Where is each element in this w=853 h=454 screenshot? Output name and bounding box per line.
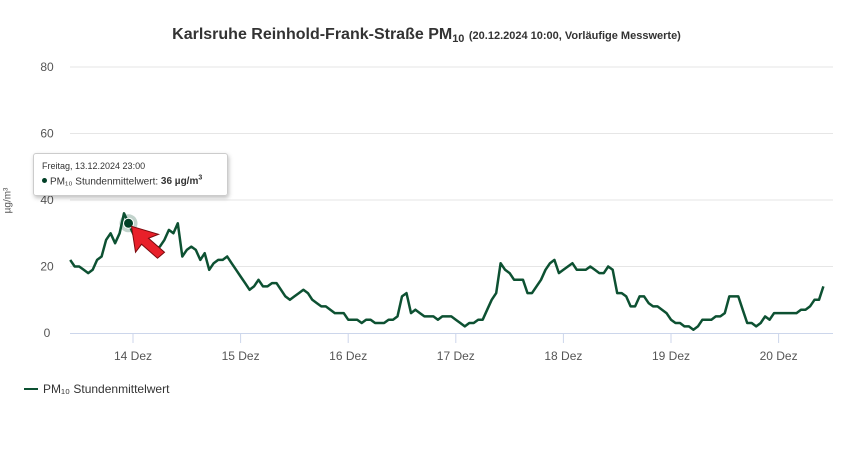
x-tick-label: 15 Dez bbox=[222, 349, 260, 363]
chart-title: Karlsruhe Reinhold-Frank-Straße PM10 (20… bbox=[172, 26, 681, 45]
x-tick-label: 19 Dez bbox=[652, 349, 690, 363]
tooltip-series-label: PM₁₀ Stundenmittelwert: bbox=[50, 176, 159, 188]
y-tick-label: 80 bbox=[40, 60, 54, 74]
legend-label: PM₁₀ Stundenmittelwert bbox=[43, 382, 170, 396]
chart-subtitle: (20.12.2024 10:00, Vorläufige Messwerte) bbox=[468, 30, 681, 42]
cursor-arrow-icon bbox=[130, 225, 166, 259]
tooltip-value: 36 µg/m3 bbox=[160, 175, 203, 188]
x-tick-label: 18 Dez bbox=[544, 349, 582, 363]
y-tick-label: 20 bbox=[40, 260, 54, 274]
legend-line-icon bbox=[24, 388, 38, 390]
y-tick-label: 60 bbox=[40, 127, 54, 141]
x-tick-label: 17 Dez bbox=[437, 349, 475, 363]
data-tooltip: Freitag, 13.12.2024 23:00 PM₁₀ Stundenmi… bbox=[33, 153, 228, 196]
x-tick-label: 20 Dez bbox=[760, 349, 798, 363]
tooltip-date: Freitag, 13.12.2024 23:00 bbox=[42, 161, 146, 171]
series-dot-icon bbox=[42, 178, 47, 184]
tooltip-line: PM₁₀ Stundenmittelwert: 36 µg/m3 bbox=[42, 175, 219, 187]
legend-item[interactable]: PM₁₀ Stundenmittelwert bbox=[24, 382, 169, 396]
y-tick-label: 40 bbox=[40, 193, 54, 207]
x-tick-label: 14 Dez bbox=[114, 349, 152, 363]
x-tick-label: 16 Dez bbox=[329, 349, 367, 363]
y-tick-label: 0 bbox=[44, 326, 51, 340]
series-line-pm10[interactable] bbox=[69, 212, 825, 331]
